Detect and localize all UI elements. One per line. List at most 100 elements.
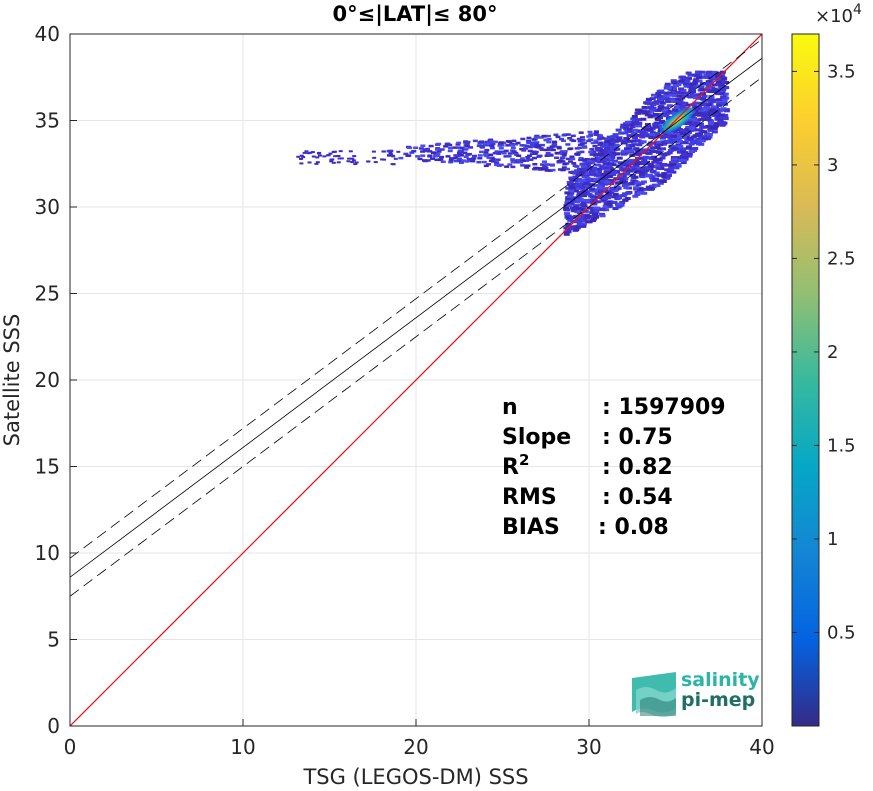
density-cell (567, 147, 573, 151)
density-cell (648, 164, 655, 168)
density-cell (588, 189, 595, 193)
density-cell (597, 186, 604, 190)
density-cell (600, 166, 606, 169)
density-cell (435, 148, 441, 151)
density-cell (468, 146, 474, 149)
density-cell (665, 173, 672, 177)
density-cell (533, 150, 539, 154)
density-cell (607, 175, 614, 179)
density-cell (626, 169, 633, 173)
y-tick-label-2: 10 (35, 541, 60, 565)
density-cell (382, 158, 387, 161)
density-cell (717, 120, 724, 124)
density-cell (576, 194, 583, 198)
density-cell (506, 155, 512, 158)
density-cell (675, 97, 682, 101)
density-cell (636, 191, 643, 195)
density-cell (715, 80, 722, 84)
density-cell (643, 168, 650, 172)
density-cell (660, 173, 667, 177)
y-tick-label-7: 35 (35, 109, 60, 133)
density-cell (584, 216, 591, 220)
density-cell (336, 154, 341, 157)
density-cell (690, 82, 697, 86)
density-cell (605, 156, 612, 160)
density-cell (593, 154, 599, 157)
density-cell (535, 144, 541, 147)
density-cell (599, 149, 605, 152)
density-cell (577, 191, 584, 195)
density-cell (532, 156, 538, 160)
density-cell (629, 144, 636, 148)
density-cell (429, 157, 435, 160)
density-cell (432, 155, 438, 158)
density-cell (710, 107, 717, 111)
density-cell (609, 187, 616, 191)
density-cell (476, 160, 482, 164)
density-cell (546, 138, 552, 141)
density-cell (565, 186, 572, 190)
density-cell (594, 200, 601, 204)
density-cell (372, 156, 377, 159)
density-cell (606, 202, 613, 206)
density-cell (463, 148, 469, 151)
density-cell (498, 141, 504, 144)
density-cell (483, 151, 489, 154)
density-cell (495, 158, 501, 161)
density-cell (420, 144, 426, 148)
density-cell (352, 155, 357, 158)
density-cell (584, 162, 590, 165)
density-cell (584, 163, 591, 167)
logo-line-1: salinity (681, 669, 760, 691)
reference-lines (70, 34, 762, 726)
density-cell (593, 139, 599, 142)
density-cell (547, 169, 553, 172)
density-cell (703, 117, 710, 121)
stat-label-1: Slope (502, 425, 571, 450)
density-cell (561, 166, 567, 169)
density-cell (714, 114, 721, 118)
density-cell (581, 179, 588, 183)
density-cell (704, 98, 711, 102)
density-cell (677, 81, 684, 85)
density-cell (624, 172, 631, 176)
x-axis: 0 10 20 30 40 (64, 719, 775, 759)
density-cell (550, 163, 556, 167)
density-cell (589, 195, 596, 199)
density-cell (598, 156, 604, 159)
density-cell (439, 148, 445, 151)
density-cell (371, 150, 376, 153)
stat-value-4: : 0.08 (598, 515, 669, 540)
density-cell (647, 115, 654, 119)
density-cell (699, 70, 706, 74)
density-cell (705, 80, 712, 84)
density-cell (458, 161, 464, 164)
density-cell (315, 161, 320, 164)
density-cell (572, 175, 579, 179)
density-cell (494, 161, 500, 164)
density-cell (465, 140, 471, 144)
density-cell (643, 134, 650, 138)
density-cell (641, 151, 648, 155)
density-cell (542, 165, 548, 168)
density-cell (538, 136, 544, 139)
density-cell (657, 142, 664, 146)
density-cell (527, 149, 533, 153)
density-cell (592, 207, 599, 211)
density-cell (631, 120, 638, 124)
density-cell (596, 184, 603, 188)
density-cell (644, 156, 651, 160)
density-cell (531, 138, 537, 141)
density-cell (545, 134, 551, 138)
density-cell (622, 198, 629, 202)
density-cell (434, 158, 440, 162)
density-cell (346, 160, 351, 163)
density-cell (720, 107, 727, 111)
density-cell (549, 145, 555, 148)
density-cell (307, 161, 312, 164)
density-cell (574, 203, 581, 207)
density-cell (711, 130, 718, 134)
density-cell (579, 150, 585, 154)
